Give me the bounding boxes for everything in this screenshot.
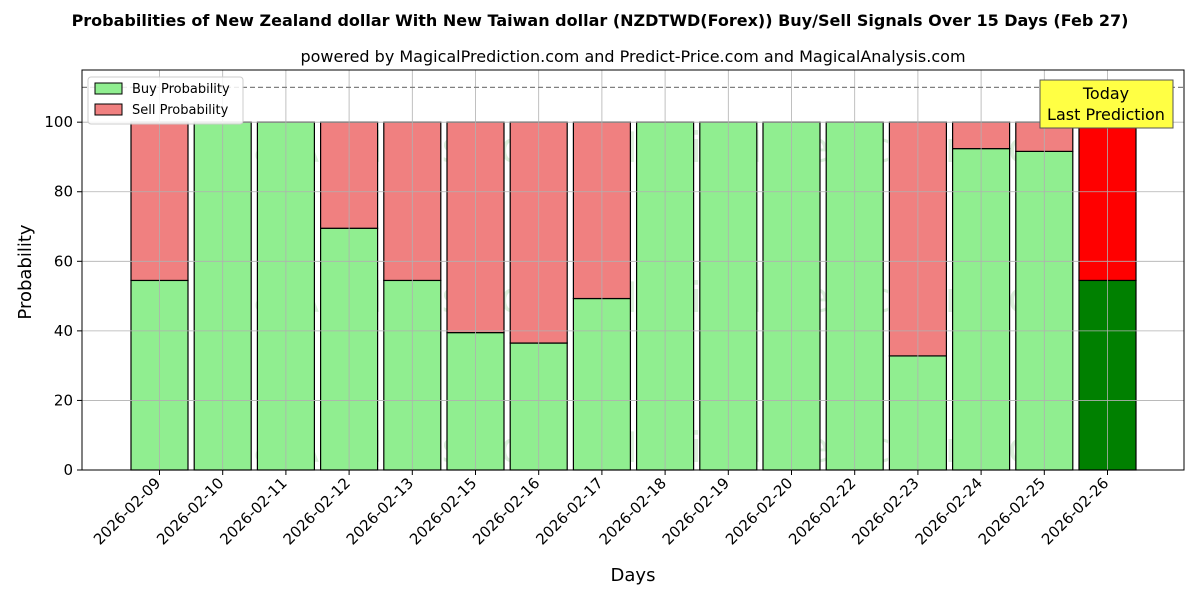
chart-title: Probabilities of New Zealand dollar With…: [72, 11, 1129, 30]
legend-label-sell: Sell Probability: [132, 103, 229, 118]
y-tick-label: 60: [54, 252, 73, 270]
x-axis-label: Days: [611, 565, 656, 586]
y-tick-label: 100: [44, 113, 73, 131]
legend-swatch-sell: [94, 103, 123, 116]
y-tick-label: 20: [54, 391, 73, 409]
chart-subtitle: powered by MagicalPrediction.com and Pre…: [300, 47, 965, 66]
y-tick-label: 0: [63, 461, 73, 479]
y-axis-label: Probability: [15, 224, 36, 319]
today-label: Today: [1082, 84, 1129, 103]
last-prediction-label: Last Prediction: [1047, 105, 1165, 124]
plot-frame: [81, 69, 1185, 471]
y-tick-label: 40: [54, 322, 73, 340]
legend: Buy Probability Sell Probability: [87, 76, 244, 125]
legend-swatch-buy: [94, 82, 123, 95]
legend-label-buy: Buy Probability: [132, 82, 230, 97]
y-tick-label: 80: [54, 183, 73, 201]
today-annotation: Today Last Prediction: [1039, 79, 1174, 129]
legend-box: [87, 76, 244, 125]
today-box: [1039, 79, 1174, 129]
